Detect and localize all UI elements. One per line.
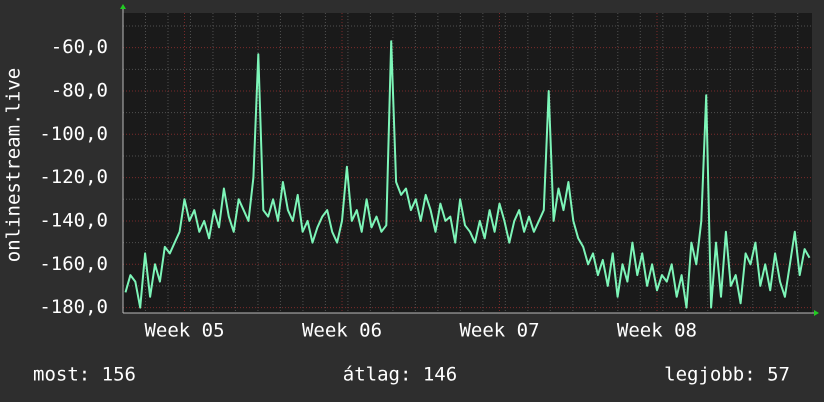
y-tick-label: -80,0 [51,79,108,101]
data-line [124,40,811,309]
x-tick-label: Week 07 [459,320,539,342]
y-tick-label: -160,0 [39,253,108,275]
y-tick-label: -140,0 [39,209,108,231]
y-axis-label: onlinestream.live [3,68,25,262]
x-axis-arrow [814,310,819,316]
footer-best: legjobb: 57 [664,364,790,386]
x-tick-label: Week 05 [144,320,224,342]
y-tick-label: -60,0 [51,36,108,58]
footer-average: átlag: 146 [343,364,457,386]
y-tick-label: -180,0 [39,296,108,318]
x-tick-label: Week 08 [617,320,697,342]
y-tick-label: -120,0 [39,166,108,188]
footer-current: most: 156 [33,364,136,386]
y-axis-arrow [120,4,126,9]
x-tick-label: Week 06 [302,320,382,342]
y-tick-label: -100,0 [39,123,108,145]
